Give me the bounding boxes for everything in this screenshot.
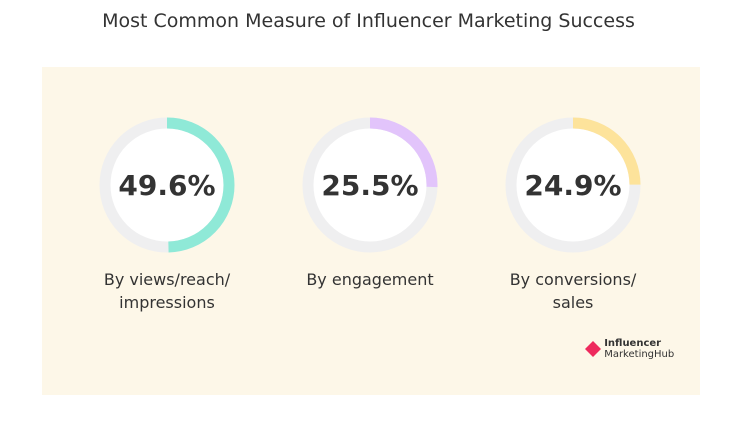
value-label: 24.9% bbox=[524, 169, 621, 202]
donut-arc bbox=[505, 117, 641, 253]
logo-line2: MarketingHub bbox=[604, 349, 675, 360]
category-label-line: By conversions/ bbox=[509, 270, 637, 289]
donut-arc bbox=[99, 117, 235, 253]
logo-icon bbox=[585, 341, 601, 357]
category-label-line: impressions bbox=[119, 293, 215, 312]
category-label: By conversions/sales bbox=[473, 268, 673, 314]
category-label: By views/reach/impressions bbox=[67, 268, 267, 314]
logo: Influencer MarketingHub bbox=[585, 338, 674, 360]
value-label: 25.5% bbox=[321, 169, 418, 202]
donut-center bbox=[100, 118, 234, 252]
category-label: By engagement bbox=[270, 268, 470, 291]
donut-arc bbox=[302, 117, 438, 253]
donut-center bbox=[506, 118, 640, 252]
value-label: 49.6% bbox=[118, 169, 215, 202]
logo-line1: Influencer bbox=[604, 338, 662, 349]
category-label-line: By engagement bbox=[306, 270, 434, 289]
chart-title: Most Common Measure of Influencer Market… bbox=[102, 10, 635, 32]
donut-center bbox=[303, 118, 437, 252]
category-label-line: sales bbox=[552, 293, 594, 312]
category-label-line: By views/reach/ bbox=[103, 270, 231, 289]
